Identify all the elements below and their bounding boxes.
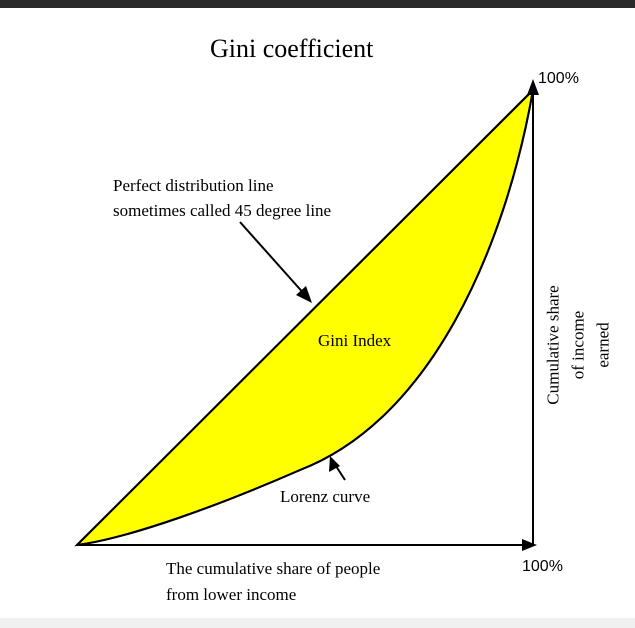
x-axis-label: The cumulative share of people from lowe… bbox=[166, 556, 380, 608]
chart-title: Gini coefficient bbox=[210, 34, 374, 63]
perfect-line-annotation-line-1: Perfect distribution line bbox=[113, 176, 274, 195]
perfect-distribution-line bbox=[76, 89, 534, 546]
perfect-line-annotation-line-2: sometimes called 45 degree line bbox=[113, 201, 332, 220]
y-max-label: 100% bbox=[538, 70, 579, 87]
x-axis-arrowhead bbox=[522, 539, 537, 551]
perfect-line-annotation: Perfect distribution line sometimes call… bbox=[113, 173, 331, 223]
lorenz-pointer-head bbox=[329, 456, 340, 472]
y-axis-label-line-3: earned bbox=[593, 322, 613, 368]
y-axis-label: Cumulative share of income earned bbox=[541, 285, 616, 404]
y-axis-arrowhead bbox=[527, 79, 539, 95]
y-axis-label-line-1: Cumulative share bbox=[543, 285, 563, 405]
x-axis-label-line-2: from lower income bbox=[166, 585, 297, 604]
perfect-line-pointer-head bbox=[296, 286, 312, 303]
x-axis-label-line-1: The cumulative share of people bbox=[166, 559, 381, 578]
gini-index-label: Gini Index bbox=[318, 331, 392, 350]
lorenz-curve-label: Lorenz curve bbox=[280, 487, 371, 506]
y-axis-label-line-2: of income bbox=[568, 310, 588, 380]
bottom-frame-bar bbox=[0, 618, 635, 628]
lorenz-curve bbox=[76, 89, 534, 546]
x-max-label: 100% bbox=[522, 558, 563, 575]
perfect-line-pointer bbox=[239, 221, 307, 297]
top-frame-bar bbox=[0, 0, 635, 8]
